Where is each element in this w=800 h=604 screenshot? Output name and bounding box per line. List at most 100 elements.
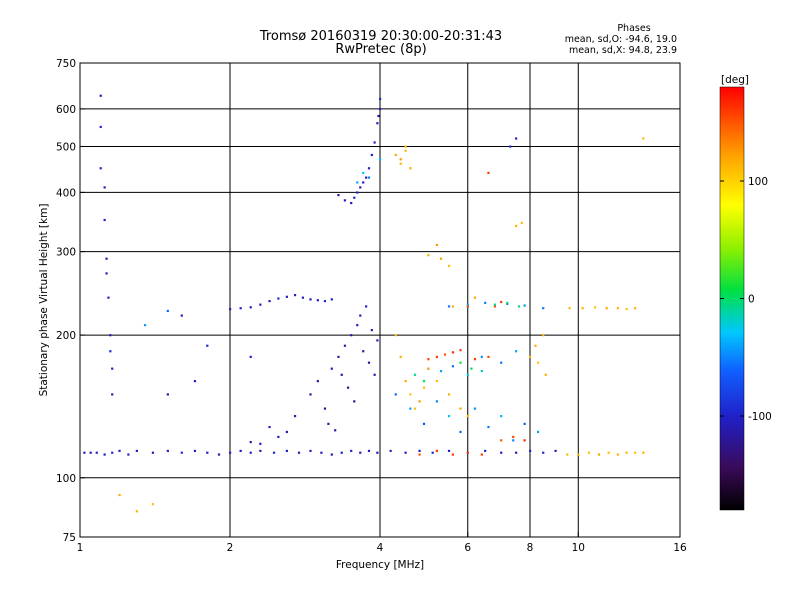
data-point bbox=[597, 453, 601, 456]
data-point bbox=[373, 141, 376, 144]
data-point bbox=[523, 439, 526, 442]
data-point bbox=[107, 296, 110, 299]
x-tick-label: 4 bbox=[377, 542, 384, 554]
data-point bbox=[111, 367, 114, 370]
phases-heading: Phases bbox=[617, 23, 650, 34]
data-point bbox=[394, 393, 397, 396]
data-point bbox=[435, 400, 438, 403]
x-axis-label: Frequency [MHz] bbox=[336, 559, 424, 571]
data-point bbox=[435, 380, 438, 383]
data-point bbox=[554, 449, 557, 453]
data-point bbox=[229, 451, 232, 454]
data-point bbox=[83, 451, 86, 454]
y-tick-label: 600 bbox=[56, 104, 76, 116]
data-point bbox=[466, 303, 469, 306]
data-point bbox=[277, 435, 280, 439]
colorbar-label: [deg] bbox=[721, 74, 749, 86]
data-point bbox=[577, 453, 580, 456]
data-point bbox=[327, 422, 330, 425]
x-tick-label: 10 bbox=[572, 542, 585, 554]
data-point bbox=[447, 393, 451, 396]
data-point bbox=[459, 430, 462, 434]
data-point bbox=[431, 451, 434, 454]
data-point bbox=[309, 449, 312, 453]
data-point bbox=[356, 191, 359, 194]
data-point bbox=[418, 449, 421, 453]
data-point bbox=[447, 264, 451, 268]
data-point bbox=[301, 296, 305, 299]
data-point bbox=[166, 393, 169, 396]
data-point bbox=[370, 153, 373, 157]
data-point bbox=[413, 407, 417, 410]
data-point bbox=[239, 307, 242, 310]
colorbar-tick-label: -100 bbox=[748, 411, 772, 423]
data-point bbox=[118, 493, 121, 497]
data-point bbox=[359, 451, 362, 454]
data-point bbox=[105, 257, 108, 260]
data-point bbox=[459, 349, 462, 352]
chart-title: Tromsø 20160319 20:30:00-20:31:43 bbox=[259, 29, 502, 44]
data-point bbox=[566, 453, 569, 456]
colorbar-tick-label: 0 bbox=[748, 294, 755, 306]
data-point bbox=[180, 451, 183, 454]
x-tick-label: 8 bbox=[527, 542, 534, 554]
data-point bbox=[135, 449, 138, 453]
data-point bbox=[340, 373, 343, 376]
data-point bbox=[297, 451, 301, 454]
x-tick-label: 2 bbox=[227, 542, 234, 554]
data-point bbox=[404, 451, 407, 454]
data-point bbox=[350, 201, 353, 205]
data-point bbox=[581, 307, 584, 310]
data-point bbox=[634, 307, 637, 310]
data-point bbox=[359, 186, 362, 189]
data-point bbox=[89, 451, 92, 454]
data-point bbox=[493, 303, 497, 306]
data-point bbox=[249, 355, 252, 358]
data-point bbox=[239, 449, 242, 453]
data-point bbox=[105, 272, 108, 275]
data-point bbox=[427, 254, 430, 257]
y-axis-label: Stationary phase Virtual Height [km] bbox=[38, 204, 50, 397]
data-point bbox=[451, 453, 455, 456]
data-point bbox=[451, 365, 455, 368]
data-point bbox=[330, 298, 333, 301]
phases-x-stats: mean, sd,X: 94.8, 23.9 bbox=[569, 45, 677, 56]
y-tick-label: 500 bbox=[56, 141, 76, 153]
data-point bbox=[523, 422, 526, 425]
data-point bbox=[103, 186, 106, 189]
data-point bbox=[642, 451, 645, 454]
data-point bbox=[500, 361, 503, 364]
data-point bbox=[330, 453, 333, 456]
data-point bbox=[447, 449, 451, 453]
data-point bbox=[587, 451, 591, 454]
data-point bbox=[249, 451, 252, 454]
data-point bbox=[500, 439, 503, 442]
data-point bbox=[487, 171, 490, 174]
data-point bbox=[379, 158, 382, 161]
data-point bbox=[480, 453, 483, 456]
data-point bbox=[268, 425, 271, 429]
data-point bbox=[404, 145, 407, 148]
data-point bbox=[534, 344, 537, 347]
data-point bbox=[370, 329, 373, 332]
data-point bbox=[404, 149, 407, 152]
data-point bbox=[103, 218, 106, 222]
data-point bbox=[379, 97, 382, 101]
data-point bbox=[367, 167, 371, 170]
data-point bbox=[285, 449, 288, 453]
y-tick-label: 100 bbox=[56, 473, 76, 485]
data-point bbox=[542, 334, 545, 337]
data-point bbox=[466, 305, 469, 308]
data-point bbox=[593, 306, 597, 309]
data-point bbox=[520, 221, 523, 225]
data-point bbox=[515, 137, 518, 140]
data-point bbox=[99, 167, 102, 170]
data-point bbox=[470, 367, 473, 370]
data-point bbox=[399, 162, 402, 165]
data-point bbox=[316, 380, 319, 383]
data-point bbox=[99, 125, 102, 129]
y-tick-label: 75 bbox=[63, 532, 76, 544]
data-point bbox=[536, 430, 540, 434]
data-point bbox=[616, 453, 619, 456]
